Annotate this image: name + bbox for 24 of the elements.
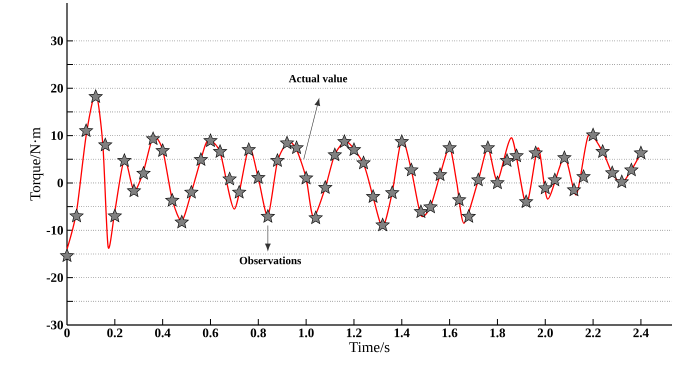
x-axis-title: Time/s [349,342,390,352]
x-tick-label: 1.4 [394,328,410,338]
y-tick-label: -30 [46,320,63,330]
x-tick-label: 2.0 [538,328,553,338]
x-tick-label: 0.6 [202,328,218,338]
y-tick-label: 0 [58,178,63,188]
x-tick-label: 0.8 [250,328,266,338]
x-tick-label: 2.4 [633,328,649,338]
y-tick-label: -10 [46,226,63,235]
y-tick-label: 20 [51,84,63,93]
y-tick-label: 10 [52,131,63,140]
annotation: Actual value [288,74,348,82]
annotation: Observations [240,256,302,264]
x-tick-label: 0.4 [155,328,171,338]
x-tick-label: 2.2 [586,328,601,338]
x-tick-label: 0 [64,328,70,338]
x-tick-label: 1.6 [442,328,458,338]
x-tick-label: 0.2 [107,328,122,338]
y-axis-title: Torque/N·m [30,127,44,201]
x-tick-label: 1.0 [299,328,314,338]
x-tick-label: 1.8 [490,328,506,338]
x-tick-label: 1.2 [346,328,362,338]
y-tick-label: 30 [51,36,63,46]
y-tick-label: -20 [46,273,63,282]
